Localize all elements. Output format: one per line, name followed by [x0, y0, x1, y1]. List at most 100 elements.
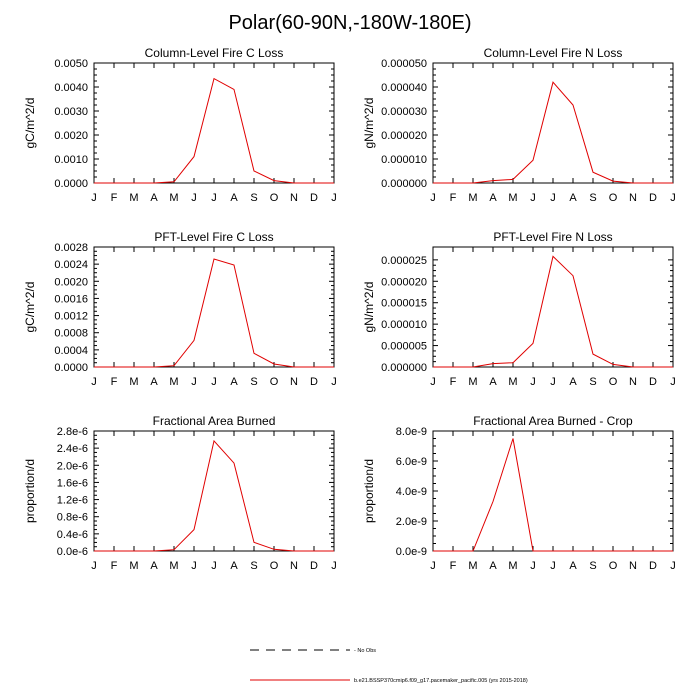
x-tick-label: O [270, 192, 279, 204]
x-tick-label: D [649, 560, 657, 572]
y-tick-label: 2.4e-6 [57, 443, 88, 455]
y-tick-label: 0.0020 [54, 276, 88, 288]
series-line-model [433, 255, 673, 368]
x-tick-label: M [129, 376, 138, 388]
x-tick-label: O [609, 376, 618, 388]
y-tick-label: 0.000020 [381, 276, 427, 288]
y-tick-label: 0.0000 [54, 362, 88, 374]
plot-frame [93, 246, 335, 368]
y-tick-label: 0.000020 [381, 130, 427, 142]
x-tick-label: J [191, 560, 197, 572]
x-tick-label: O [270, 560, 279, 572]
panel-title: PFT-Level Fire N Loss [493, 230, 612, 244]
legend-obs-label: - No Obs [354, 648, 376, 654]
y-tick-label: 0.0e-6 [57, 546, 88, 558]
y-tick-label: 8.0e-9 [396, 426, 427, 438]
x-tick-label: A [150, 560, 158, 572]
y-axis-label: gN/m^2/d [362, 282, 376, 333]
x-tick-label: N [629, 560, 637, 572]
x-tick-label: M [468, 192, 477, 204]
x-tick-label: J [670, 376, 676, 388]
y-tick-label: 0.000010 [381, 319, 427, 331]
x-tick-label: J [550, 560, 556, 572]
x-tick-label: M [129, 560, 138, 572]
y-tick-label: 0.000050 [381, 58, 427, 70]
x-tick-label: F [450, 560, 457, 572]
x-tick-label: A [569, 560, 577, 572]
y-tick-label: 4.0e-9 [396, 486, 427, 498]
y-axis-label: gC/m^2/d [23, 282, 37, 333]
y-axis-label: gN/m^2/d [362, 98, 376, 149]
y-tick-label: 2.0e-6 [57, 460, 88, 472]
x-tick-label: O [270, 376, 279, 388]
x-tick-label: M [129, 192, 138, 204]
x-tick-label: J [530, 192, 536, 204]
x-tick-label: A [150, 192, 158, 204]
y-tick-label: 0.8e-6 [57, 512, 88, 524]
y-tick-label: 0.4e-6 [57, 529, 88, 541]
y-tick-label: 0.0050 [54, 58, 88, 70]
x-tick-label: D [310, 560, 318, 572]
x-tick-label: F [450, 192, 457, 204]
x-tick-label: J [331, 560, 337, 572]
y-tick-label: 0.000040 [381, 82, 427, 94]
panel-title: Column-Level Fire N Loss [484, 46, 623, 60]
x-tick-label: M [169, 560, 178, 572]
page-title: Polar(60-90N,-180W-180E) [228, 12, 472, 34]
x-tick-label: A [150, 376, 158, 388]
plot-frame [93, 430, 335, 552]
x-tick-label: M [169, 376, 178, 388]
x-tick-label: J [530, 376, 536, 388]
y-tick-label: 0.000015 [381, 298, 427, 310]
y-tick-label: 0.0004 [54, 345, 88, 357]
y-tick-label: 0.0010 [54, 154, 88, 166]
legend-model-label: b.e21.BSSP370cmip6.f09_g17.pacemaker_pac… [354, 678, 528, 684]
x-tick-label: S [589, 192, 596, 204]
x-tick-label: F [111, 376, 118, 388]
x-tick-label: S [250, 192, 257, 204]
x-tick-label: J [550, 376, 556, 388]
y-tick-label: 6.0e-9 [396, 456, 427, 468]
x-tick-label: J [331, 192, 337, 204]
plot-frame [432, 246, 674, 368]
y-tick-label: 0.0016 [54, 293, 88, 305]
y-tick-label: 0.000000 [381, 178, 427, 190]
y-axis-label: proportion/d [23, 459, 37, 523]
x-tick-label: M [508, 376, 517, 388]
y-axis-label: proportion/d [362, 459, 376, 523]
panel-title: Column-Level Fire C Loss [145, 46, 284, 60]
y-tick-label: 0.0012 [54, 311, 88, 323]
x-tick-label: A [569, 192, 577, 204]
x-tick-label: N [629, 376, 637, 388]
y-tick-label: 0.0030 [54, 106, 88, 118]
y-tick-label: 0.000005 [381, 341, 427, 353]
y-tick-label: 2.8e-6 [57, 426, 88, 438]
x-tick-label: F [111, 192, 118, 204]
x-tick-label: M [169, 192, 178, 204]
x-tick-label: D [649, 192, 657, 204]
y-tick-label: 1.6e-6 [57, 477, 88, 489]
x-tick-label: A [569, 376, 577, 388]
x-tick-label: D [649, 376, 657, 388]
y-tick-label: 0.0024 [54, 259, 88, 271]
x-tick-label: J [430, 560, 436, 572]
x-tick-label: F [450, 376, 457, 388]
x-tick-label: N [290, 192, 298, 204]
y-tick-label: 0.0000 [54, 178, 88, 190]
y-tick-label: 0.0040 [54, 82, 88, 94]
x-tick-label: N [629, 192, 637, 204]
x-tick-label: J [211, 192, 217, 204]
series-line-model [94, 77, 334, 184]
x-tick-label: J [211, 560, 217, 572]
x-tick-label: J [430, 376, 436, 388]
y-tick-label: 0.0e-9 [396, 546, 427, 558]
x-tick-label: N [290, 560, 298, 572]
y-tick-label: 0.0028 [54, 242, 88, 254]
x-tick-label: M [468, 560, 477, 572]
x-tick-label: O [609, 560, 618, 572]
x-tick-label: J [331, 376, 337, 388]
series-line-model [433, 438, 673, 552]
panel-title: PFT-Level Fire C Loss [154, 230, 273, 244]
plot-frame [432, 62, 674, 184]
